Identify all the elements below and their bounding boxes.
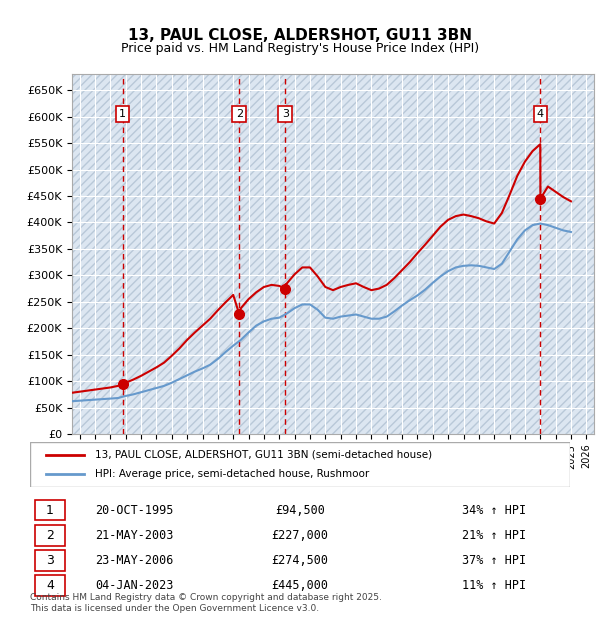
Text: 04-JAN-2023: 04-JAN-2023 xyxy=(95,579,173,592)
Text: 21% ↑ HPI: 21% ↑ HPI xyxy=(462,529,526,542)
Text: £227,000: £227,000 xyxy=(271,529,329,542)
Text: 2: 2 xyxy=(46,529,54,542)
Text: £94,500: £94,500 xyxy=(275,503,325,516)
Text: 2: 2 xyxy=(236,109,243,119)
Text: 3: 3 xyxy=(46,554,54,567)
Text: 23-MAY-2006: 23-MAY-2006 xyxy=(95,554,173,567)
Text: 1: 1 xyxy=(119,109,126,119)
FancyBboxPatch shape xyxy=(35,500,65,520)
Text: 3: 3 xyxy=(282,109,289,119)
Text: 37% ↑ HPI: 37% ↑ HPI xyxy=(462,554,526,567)
Text: 34% ↑ HPI: 34% ↑ HPI xyxy=(462,503,526,516)
Text: £274,500: £274,500 xyxy=(271,554,329,567)
Text: 13, PAUL CLOSE, ALDERSHOT, GU11 3BN (semi-detached house): 13, PAUL CLOSE, ALDERSHOT, GU11 3BN (sem… xyxy=(95,450,432,459)
Text: Price paid vs. HM Land Registry's House Price Index (HPI): Price paid vs. HM Land Registry's House … xyxy=(121,42,479,55)
Text: Contains HM Land Registry data © Crown copyright and database right 2025.
This d: Contains HM Land Registry data © Crown c… xyxy=(30,593,382,613)
Text: 4: 4 xyxy=(537,109,544,119)
Text: 1: 1 xyxy=(46,503,54,516)
FancyBboxPatch shape xyxy=(30,442,570,487)
Text: HPI: Average price, semi-detached house, Rushmoor: HPI: Average price, semi-detached house,… xyxy=(95,469,369,479)
FancyBboxPatch shape xyxy=(35,551,65,571)
FancyBboxPatch shape xyxy=(35,575,65,596)
Text: 13, PAUL CLOSE, ALDERSHOT, GU11 3BN: 13, PAUL CLOSE, ALDERSHOT, GU11 3BN xyxy=(128,28,472,43)
Text: 20-OCT-1995: 20-OCT-1995 xyxy=(95,503,173,516)
Text: £445,000: £445,000 xyxy=(271,579,329,592)
FancyBboxPatch shape xyxy=(35,525,65,546)
Text: 21-MAY-2003: 21-MAY-2003 xyxy=(95,529,173,542)
Text: 11% ↑ HPI: 11% ↑ HPI xyxy=(462,579,526,592)
Text: 4: 4 xyxy=(46,579,54,592)
